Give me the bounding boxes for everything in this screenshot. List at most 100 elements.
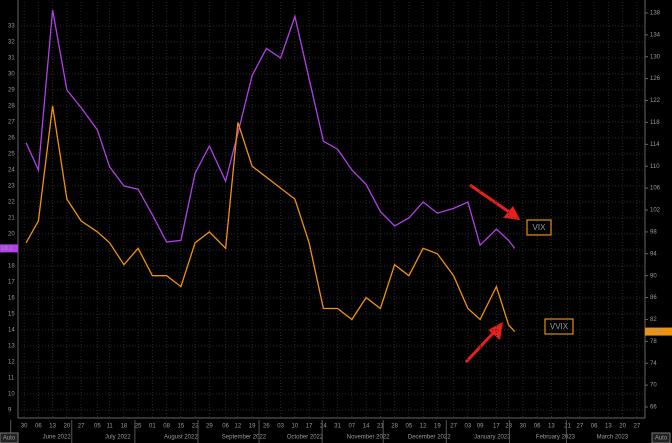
y-tick-label: 29 bbox=[8, 88, 15, 94]
x-tick-label: 30 bbox=[520, 424, 527, 430]
y-tick-label: 17 bbox=[8, 280, 15, 286]
x-tick-label: 31 bbox=[334, 424, 341, 430]
x-tick-label: 03 bbox=[277, 424, 284, 430]
x-tick-label: 01 bbox=[149, 424, 156, 430]
series-line bbox=[25, 105, 516, 333]
y-tick-label: 10 bbox=[8, 392, 15, 398]
x-tick-label: 13 bbox=[548, 424, 555, 430]
y2-tick-label: 130 bbox=[650, 54, 661, 60]
last-value-label: 79.79 bbox=[647, 329, 663, 335]
month-label: March 2023 bbox=[597, 435, 629, 441]
month-label: July 2022 bbox=[105, 435, 131, 441]
y-tick-label: 11 bbox=[8, 376, 15, 382]
y2-tick-label: 138 bbox=[650, 11, 661, 17]
month-label: October 2022 bbox=[287, 435, 324, 441]
month-label: January 2023 bbox=[474, 435, 511, 441]
y-tick-label: 23 bbox=[8, 184, 15, 190]
series-line bbox=[25, 9, 516, 249]
x-tick-label: 30 bbox=[21, 424, 28, 430]
y2-tick-label: 134 bbox=[650, 32, 661, 38]
y2-tick-label: 110 bbox=[650, 164, 660, 170]
y-tick-label: 33 bbox=[8, 24, 15, 30]
x-tick-label: 06 bbox=[35, 424, 42, 430]
y2-tick-label: 74 bbox=[650, 361, 657, 367]
x-tick-label: 03 bbox=[465, 424, 472, 430]
y-tick-label: 16 bbox=[8, 296, 15, 302]
y-tick-label: 14 bbox=[8, 328, 15, 334]
last-value-label: 19.1 bbox=[1, 246, 13, 252]
x-tick-label: 28 bbox=[391, 424, 398, 430]
y2-tick-label: 118 bbox=[650, 120, 660, 126]
x-tick-label: 20 bbox=[619, 424, 626, 430]
y-tick-label: 27 bbox=[8, 120, 15, 126]
x-tick-label: 07 bbox=[349, 424, 356, 430]
y-tick-label: 28 bbox=[8, 104, 15, 110]
auto-button-label[interactable]: Auto bbox=[655, 436, 668, 442]
auto-button[interactable] bbox=[0, 432, 19, 443]
y2-tick-label: 126 bbox=[650, 76, 661, 82]
x-tick-label: 12 bbox=[235, 424, 242, 430]
legend-label: VVIX bbox=[550, 322, 569, 331]
x-tick-label: 26 bbox=[263, 424, 270, 430]
x-tick-label: 27 bbox=[78, 424, 85, 430]
x-tick-label: 05 bbox=[406, 424, 413, 430]
y2-tick-label: 90 bbox=[650, 273, 657, 279]
month-label: June 2022 bbox=[43, 435, 72, 441]
y2-tick-label: 98 bbox=[650, 229, 657, 235]
x-tick-label: 06 bbox=[222, 424, 229, 430]
x-tick-label: 17 bbox=[306, 424, 313, 430]
x-tick-label: 24 bbox=[320, 424, 327, 430]
auto-button[interactable] bbox=[651, 432, 671, 443]
y2-tick-label: 82 bbox=[650, 317, 657, 323]
month-label: February 2023 bbox=[536, 435, 576, 441]
y-tick-label: 15 bbox=[8, 312, 15, 318]
x-tick-label: 19 bbox=[249, 424, 256, 430]
legend-box bbox=[526, 219, 552, 236]
x-tick-label: 13 bbox=[49, 424, 56, 430]
month-label: December 2022 bbox=[408, 435, 451, 441]
month-label: August 2022 bbox=[164, 435, 198, 441]
last-value-box bbox=[645, 327, 672, 336]
x-tick-label: 10 bbox=[292, 424, 299, 430]
auto-button-label[interactable]: Auto bbox=[3, 436, 16, 442]
x-tick-label: 18 bbox=[121, 424, 128, 430]
y-tick-label: 31 bbox=[8, 56, 15, 62]
y-tick-label: 12 bbox=[8, 360, 15, 366]
y-tick-label: 26 bbox=[8, 136, 15, 142]
y-tick-label: 13 bbox=[8, 344, 15, 350]
y-tick-label: 9 bbox=[8, 408, 12, 414]
x-tick-label: 12 bbox=[420, 424, 427, 430]
y2-tick-label: 106 bbox=[650, 186, 661, 192]
y-tick-label: 30 bbox=[8, 72, 15, 78]
y-tick-label: 24 bbox=[8, 168, 15, 174]
y-tick-label: 20 bbox=[8, 232, 15, 238]
x-tick-label: 27 bbox=[450, 424, 457, 430]
x-tick-label: 21 bbox=[564, 424, 571, 430]
x-tick-label: 11 bbox=[106, 424, 113, 430]
x-tick-label: 15 bbox=[178, 424, 185, 430]
x-tick-label: 20 bbox=[64, 424, 71, 430]
y-tick-label: 21 bbox=[8, 216, 15, 222]
x-tick-label: 25 bbox=[135, 424, 142, 430]
y2-tick-label: 78 bbox=[650, 339, 657, 345]
x-tick-label: 08 bbox=[163, 424, 170, 430]
x-tick-label: 05 bbox=[94, 424, 101, 430]
y-tick-label: 22 bbox=[8, 200, 15, 206]
legend-label: VIX bbox=[533, 223, 547, 232]
x-tick-label: 22 bbox=[192, 424, 199, 430]
x-tick-label: 13 bbox=[605, 424, 612, 430]
y2-tick-label: 70 bbox=[650, 383, 657, 389]
y2-tick-label: 86 bbox=[650, 295, 657, 301]
last-value-box bbox=[0, 244, 18, 253]
x-tick-label: 19 bbox=[434, 424, 441, 430]
x-tick-label: 27 bbox=[577, 424, 584, 430]
x-tick-label: 06 bbox=[534, 424, 541, 430]
x-tick-label: 17 bbox=[493, 424, 500, 430]
y2-tick-label: 66 bbox=[650, 405, 657, 411]
y2-tick-label: 94 bbox=[650, 251, 657, 257]
x-tick-label: 29 bbox=[206, 424, 213, 430]
y-tick-label: 25 bbox=[8, 152, 15, 158]
y-tick-label: 32 bbox=[8, 40, 15, 46]
y2-tick-label: 102 bbox=[650, 208, 661, 214]
